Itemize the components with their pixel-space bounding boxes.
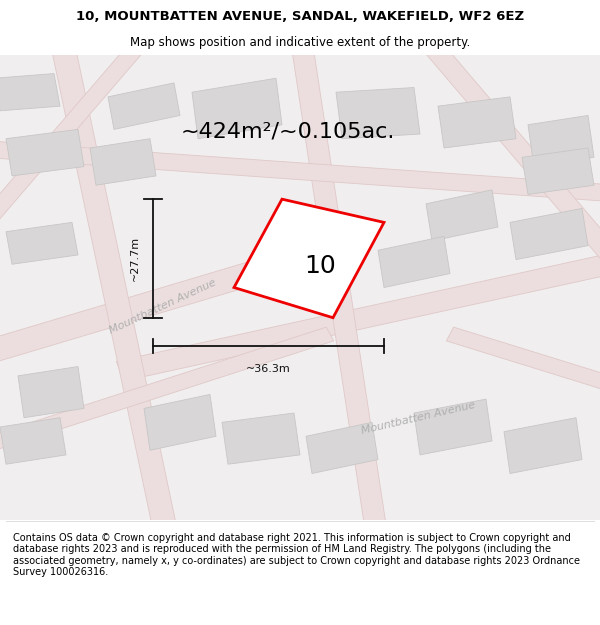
Text: Map shows position and indicative extent of the property.: Map shows position and indicative extent… [130, 36, 470, 49]
Polygon shape [144, 394, 216, 450]
Polygon shape [6, 129, 84, 176]
Text: 10, MOUNTBATTEN AVENUE, SANDAL, WAKEFIELD, WF2 6EZ: 10, MOUNTBATTEN AVENUE, SANDAL, WAKEFIEL… [76, 10, 524, 23]
Polygon shape [414, 399, 492, 455]
Polygon shape [522, 148, 594, 194]
Polygon shape [116, 250, 600, 381]
Text: ~424m²/~0.105ac.: ~424m²/~0.105ac. [181, 122, 395, 142]
Polygon shape [192, 78, 282, 139]
Polygon shape [378, 236, 450, 288]
Polygon shape [446, 327, 600, 397]
Text: ~36.3m: ~36.3m [246, 364, 291, 374]
Polygon shape [510, 209, 588, 259]
Text: 10: 10 [304, 254, 336, 278]
Polygon shape [0, 28, 157, 245]
Polygon shape [0, 327, 334, 457]
Polygon shape [336, 88, 420, 139]
Polygon shape [306, 422, 378, 474]
Polygon shape [438, 97, 516, 148]
Polygon shape [0, 74, 60, 111]
Polygon shape [234, 199, 384, 318]
Polygon shape [18, 366, 84, 418]
Text: Mountbatten Avenue: Mountbatten Avenue [108, 277, 218, 336]
Polygon shape [411, 27, 600, 282]
Text: Mountbatten Avenue: Mountbatten Avenue [360, 399, 476, 436]
Polygon shape [222, 413, 300, 464]
Polygon shape [90, 139, 156, 185]
Text: ~27.7m: ~27.7m [130, 236, 140, 281]
Polygon shape [0, 230, 365, 368]
Polygon shape [108, 83, 180, 129]
Polygon shape [6, 222, 78, 264]
Polygon shape [289, 31, 389, 544]
Text: Contains OS data © Crown copyright and database right 2021. This information is : Contains OS data © Crown copyright and d… [13, 532, 580, 578]
Polygon shape [48, 30, 180, 545]
Polygon shape [528, 116, 594, 167]
Polygon shape [504, 418, 582, 474]
Polygon shape [0, 139, 600, 203]
Polygon shape [0, 418, 66, 464]
Polygon shape [426, 190, 498, 241]
